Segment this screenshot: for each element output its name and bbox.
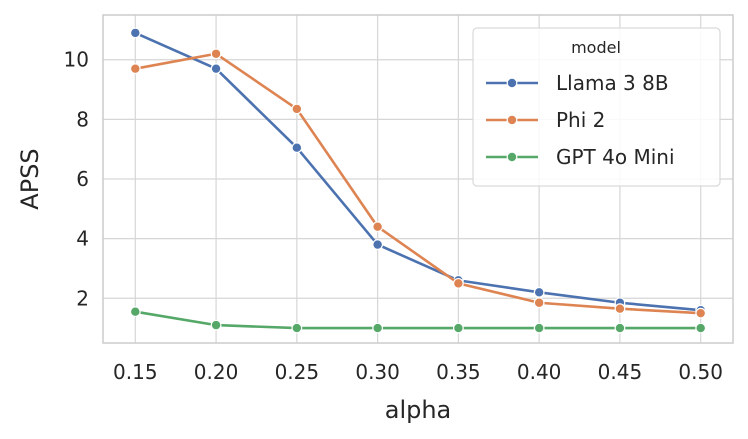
data-point-phi-2 xyxy=(695,307,707,319)
data-point-gpt-4o-mini xyxy=(452,322,464,334)
y-axis-ticks: 2 4 6 8 10 xyxy=(64,48,89,311)
data-point-gpt-4o-mini xyxy=(291,322,303,334)
data-point-phi-2 xyxy=(291,103,303,115)
series-gpt-4o-mini xyxy=(129,306,707,334)
data-point-phi-2 xyxy=(533,297,545,309)
x-tick-label: 0.20 xyxy=(194,360,239,384)
plot-area-frame xyxy=(102,14,734,344)
data-point-phi-2 xyxy=(452,277,464,289)
y-tick-label: 2 xyxy=(76,286,89,310)
x-axis-label: alpha xyxy=(385,396,452,424)
data-point-gpt-4o-mini xyxy=(533,322,545,334)
series-line-phi-2 xyxy=(135,52,701,315)
y-tick-label: 6 xyxy=(76,167,89,191)
data-point-llama-3-8b xyxy=(210,63,222,75)
legend-box xyxy=(472,27,721,187)
legend-label: GPT 4o Mini xyxy=(556,145,675,169)
legend-items: Llama 3 8B Phi 2 GPT 4o Mini xyxy=(486,71,675,169)
y-axis-label: APSS xyxy=(16,148,44,209)
legend-marker xyxy=(506,77,518,89)
data-point-llama-3-8b xyxy=(129,27,141,39)
x-tick-label: 0.25 xyxy=(275,360,320,384)
series-phi-2 xyxy=(129,48,707,319)
data-point-gpt-4o-mini xyxy=(129,306,141,318)
x-tick-label: 0.35 xyxy=(436,360,481,384)
legend-title: model xyxy=(571,38,621,57)
y-tick-label: 8 xyxy=(76,107,89,131)
legend-marker xyxy=(506,114,518,126)
x-tick-label: 0.30 xyxy=(355,360,400,384)
data-point-gpt-4o-mini xyxy=(614,322,626,334)
data-point-gpt-4o-mini xyxy=(372,322,384,334)
data-point-llama-3-8b xyxy=(533,286,545,298)
x-tick-label: 0.15 xyxy=(113,360,158,384)
data-point-gpt-4o-mini xyxy=(210,319,222,331)
data-point-phi-2 xyxy=(129,63,141,75)
legend-item-phi-2: Phi 2 xyxy=(486,108,605,132)
data-point-phi-2 xyxy=(372,221,384,233)
legend-marker xyxy=(506,151,518,163)
data-point-llama-3-8b xyxy=(372,239,384,251)
series-layer xyxy=(129,27,707,334)
legend-label: Llama 3 8B xyxy=(556,71,669,95)
series-line-llama-3-8b xyxy=(134,31,701,312)
series-line-gpt-4o-mini xyxy=(135,310,701,330)
legend-item-llama-3-8b: Llama 3 8B xyxy=(486,71,669,95)
x-axis-ticks: 0.15 0.20 0.25 0.30 0.35 0.40 0.45 0.50 xyxy=(113,360,723,384)
legend-item-gpt-4o-mini: GPT 4o Mini xyxy=(486,145,675,169)
x-tick-label: 0.50 xyxy=(678,360,723,384)
data-point-phi-2 xyxy=(210,48,222,60)
data-point-llama-3-8b xyxy=(291,142,303,154)
x-tick-label: 0.45 xyxy=(598,360,643,384)
data-point-phi-2 xyxy=(614,303,626,315)
y-tick-label: 10 xyxy=(64,48,89,72)
data-point-gpt-4o-mini xyxy=(695,322,707,334)
y-tick-label: 4 xyxy=(76,227,89,251)
x-tick-label: 0.40 xyxy=(517,360,562,384)
legend: model Llama 3 8B Phi 2 GPT 4o Mini xyxy=(472,27,721,187)
legend-label: Phi 2 xyxy=(556,108,605,132)
